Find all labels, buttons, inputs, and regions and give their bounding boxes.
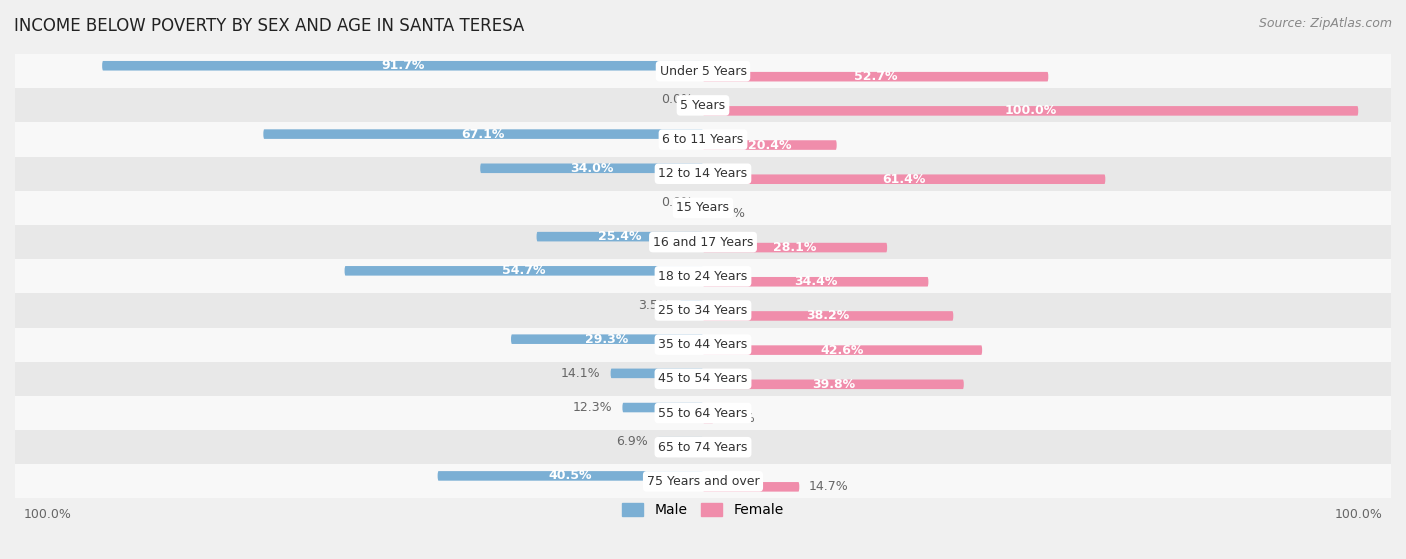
- Text: 15 Years: 15 Years: [676, 201, 730, 215]
- FancyBboxPatch shape: [703, 345, 983, 355]
- Text: 55 to 64 Years: 55 to 64 Years: [658, 406, 748, 419]
- FancyBboxPatch shape: [103, 61, 703, 70]
- FancyBboxPatch shape: [703, 72, 1049, 82]
- Text: 5 Years: 5 Years: [681, 99, 725, 112]
- Text: 40.5%: 40.5%: [548, 470, 592, 482]
- FancyBboxPatch shape: [703, 106, 1358, 116]
- Text: 54.7%: 54.7%: [502, 264, 546, 277]
- Text: 61.4%: 61.4%: [883, 173, 925, 186]
- Text: 0.0%: 0.0%: [713, 446, 745, 459]
- Bar: [15, 88, 1391, 122]
- Text: 45 to 54 Years: 45 to 54 Years: [658, 372, 748, 385]
- Text: 0.0%: 0.0%: [661, 93, 693, 106]
- Text: 34.4%: 34.4%: [794, 275, 838, 288]
- FancyBboxPatch shape: [703, 482, 800, 491]
- FancyBboxPatch shape: [658, 437, 703, 447]
- Text: 1.6%: 1.6%: [723, 412, 755, 425]
- Bar: [15, 328, 1391, 362]
- Text: 39.8%: 39.8%: [811, 378, 855, 391]
- Text: 6 to 11 Years: 6 to 11 Years: [662, 133, 744, 146]
- Text: INCOME BELOW POVERTY BY SEX AND AGE IN SANTA TERESA: INCOME BELOW POVERTY BY SEX AND AGE IN S…: [14, 17, 524, 35]
- FancyBboxPatch shape: [537, 232, 703, 241]
- Text: 100.0%: 100.0%: [1004, 105, 1057, 117]
- Text: 38.2%: 38.2%: [807, 310, 849, 323]
- Bar: [15, 122, 1391, 157]
- Text: 29.3%: 29.3%: [585, 333, 628, 345]
- Text: 91.7%: 91.7%: [381, 59, 425, 72]
- Text: 18 to 24 Years: 18 to 24 Years: [658, 270, 748, 283]
- Text: 52.7%: 52.7%: [853, 70, 897, 83]
- Text: 3.5%: 3.5%: [638, 299, 671, 311]
- FancyBboxPatch shape: [344, 266, 703, 276]
- FancyBboxPatch shape: [263, 129, 703, 139]
- Bar: [15, 396, 1391, 430]
- FancyBboxPatch shape: [703, 243, 887, 252]
- Text: 12 to 14 Years: 12 to 14 Years: [658, 167, 748, 180]
- Text: 34.0%: 34.0%: [569, 162, 613, 175]
- Text: Under 5 Years: Under 5 Years: [659, 65, 747, 78]
- Text: 14.1%: 14.1%: [561, 367, 600, 380]
- Text: 25.4%: 25.4%: [598, 230, 641, 243]
- Text: 16 and 17 Years: 16 and 17 Years: [652, 235, 754, 249]
- FancyBboxPatch shape: [703, 277, 928, 287]
- Text: 75 Years and over: 75 Years and over: [647, 475, 759, 488]
- Bar: [15, 465, 1391, 499]
- Text: 6.9%: 6.9%: [616, 435, 648, 448]
- FancyBboxPatch shape: [510, 334, 703, 344]
- Text: 25 to 34 Years: 25 to 34 Years: [658, 304, 748, 317]
- Text: Source: ZipAtlas.com: Source: ZipAtlas.com: [1258, 17, 1392, 30]
- Bar: [15, 430, 1391, 465]
- Text: 42.6%: 42.6%: [821, 344, 865, 357]
- FancyBboxPatch shape: [437, 471, 703, 481]
- FancyBboxPatch shape: [703, 140, 837, 150]
- FancyBboxPatch shape: [703, 414, 713, 423]
- Text: 20.4%: 20.4%: [748, 139, 792, 151]
- Text: 14.7%: 14.7%: [808, 480, 849, 494]
- Text: 12.3%: 12.3%: [574, 401, 613, 414]
- FancyBboxPatch shape: [481, 163, 703, 173]
- Text: 65 to 74 Years: 65 to 74 Years: [658, 440, 748, 454]
- Bar: [15, 191, 1391, 225]
- FancyBboxPatch shape: [623, 402, 703, 413]
- Bar: [15, 259, 1391, 293]
- FancyBboxPatch shape: [703, 380, 963, 389]
- FancyBboxPatch shape: [681, 300, 703, 310]
- Bar: [15, 225, 1391, 259]
- Text: 67.1%: 67.1%: [461, 127, 505, 141]
- FancyBboxPatch shape: [610, 368, 703, 378]
- Legend: Male, Female: Male, Female: [617, 498, 789, 523]
- Bar: [15, 293, 1391, 328]
- FancyBboxPatch shape: [703, 311, 953, 321]
- Text: 35 to 44 Years: 35 to 44 Years: [658, 338, 748, 351]
- Text: 0.0%: 0.0%: [661, 196, 693, 209]
- Bar: [15, 157, 1391, 191]
- Bar: [15, 362, 1391, 396]
- Bar: [15, 54, 1391, 88]
- Text: 0.0%: 0.0%: [713, 207, 745, 220]
- FancyBboxPatch shape: [703, 174, 1105, 184]
- Text: 28.1%: 28.1%: [773, 241, 817, 254]
